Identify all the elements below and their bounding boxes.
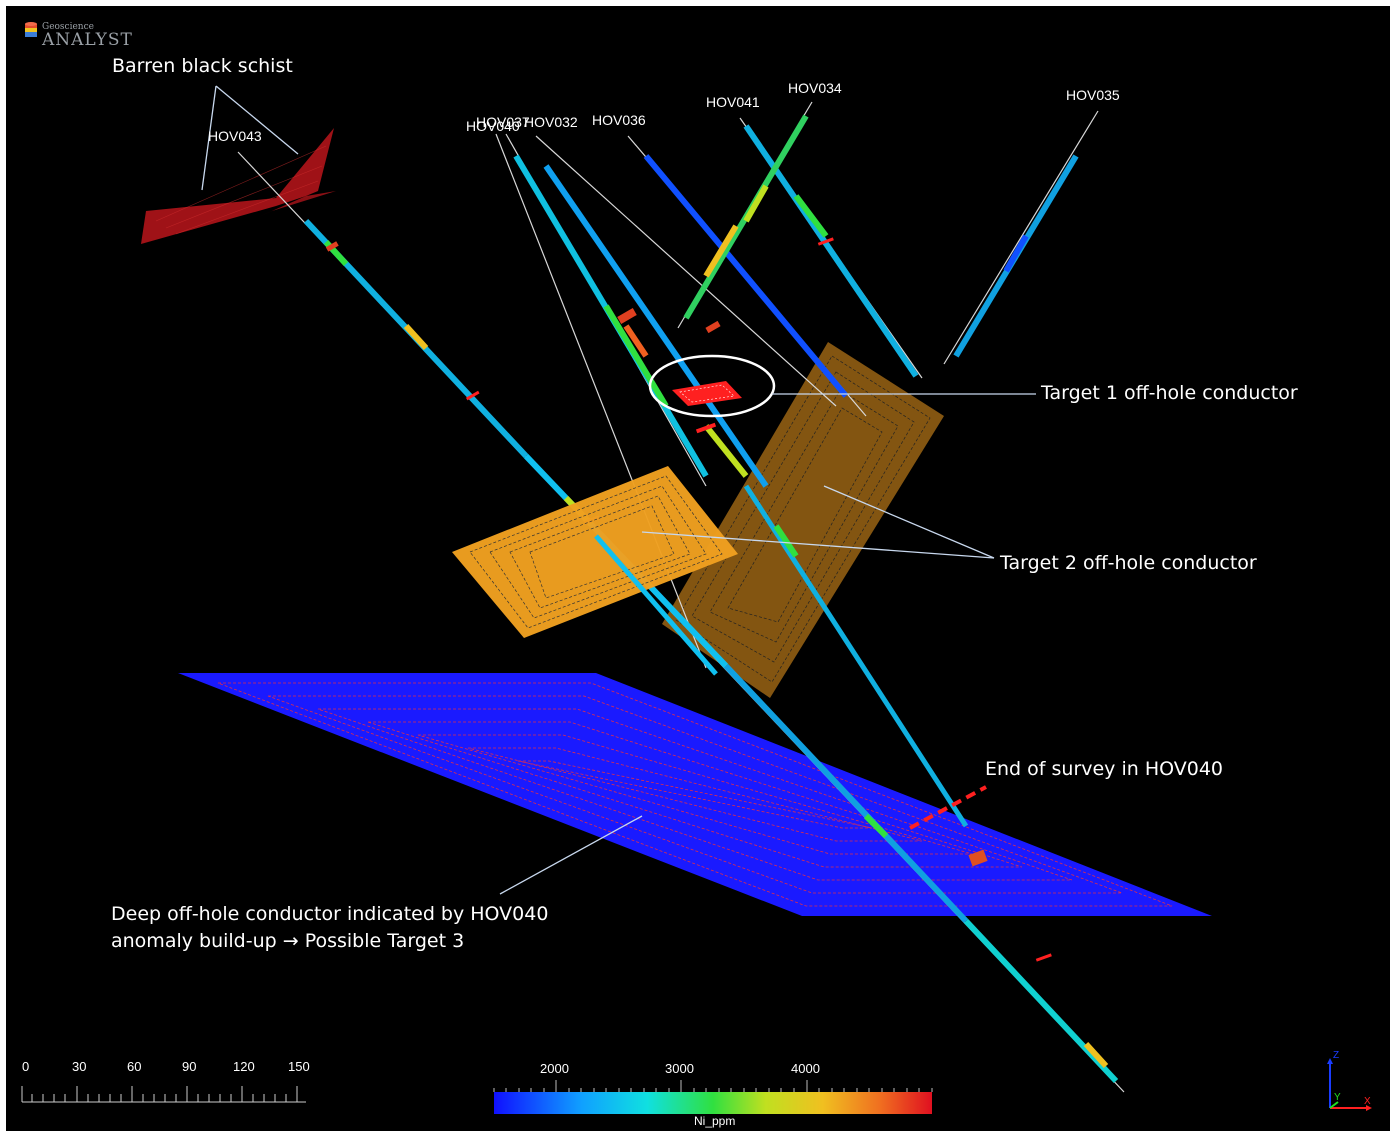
3d-viewport[interactable]: Geoscience ANALYST xyxy=(6,6,1390,1131)
scale-tick-label: 60 xyxy=(127,1059,142,1074)
annotation-end-of-survey: End of survey in HOV040 xyxy=(985,758,1224,780)
annotation-leaders xyxy=(201,85,1036,895)
target1-highlight-ellipse xyxy=(648,354,776,418)
scale-tick-label: 30 xyxy=(72,1059,87,1074)
hole-label-hov032: HOV032 xyxy=(524,114,578,130)
axes-triad-icon xyxy=(1327,1058,1372,1111)
colorbar-variable-label: Ni_ppm xyxy=(694,1114,736,1128)
scale-bar-ruler xyxy=(21,1086,306,1103)
cylinder-logo-icon xyxy=(25,22,37,37)
colorbar-tick-label: 2000 xyxy=(540,1061,569,1076)
axis-y-label: Y xyxy=(1334,1092,1341,1103)
annotation-target1: Target 1 off-hole conductor xyxy=(1041,382,1298,404)
colorbar-tick-label: 3000 xyxy=(665,1061,694,1076)
annotation-barren-black-schist: Barren black schist xyxy=(112,55,293,77)
target2-plate-flat[interactable] xyxy=(452,466,738,638)
scale-tick-label: 150 xyxy=(288,1059,310,1074)
annotation-deep-conductor-line1: Deep off-hole conductor indicated by HOV… xyxy=(111,903,549,925)
hole-label-hov040: HOV040 xyxy=(466,118,520,134)
scene-canvas[interactable] xyxy=(6,6,1390,1131)
drillhole-ni-segments xyxy=(303,114,1119,1084)
app-logo-title: ANALYST xyxy=(42,30,133,50)
hole-label-hov034: HOV034 xyxy=(788,80,842,96)
axis-z-label: Z xyxy=(1333,1050,1340,1061)
scale-tick-label: 0 xyxy=(22,1059,30,1074)
hole-label-hov041: HOV041 xyxy=(706,94,760,110)
target1-plate[interactable] xyxy=(672,381,742,406)
axis-x-label: X xyxy=(1364,1096,1371,1107)
deep-conductor-plate[interactable] xyxy=(178,673,1212,916)
colorbar-gradient xyxy=(493,1080,933,1114)
target2-plate-vertical[interactable] xyxy=(662,342,944,698)
scale-tick-label: 120 xyxy=(233,1059,255,1074)
annotation-target2: Target 2 off-hole conductor xyxy=(1000,552,1257,574)
scale-tick-label: 90 xyxy=(182,1059,197,1074)
hole-label-hov043: HOV043 xyxy=(208,128,262,144)
hole-label-hov036: HOV036 xyxy=(592,112,646,128)
app-logo xyxy=(24,22,38,44)
hole-label-hov037: HOV037 xyxy=(476,114,530,130)
colorbar-tick-label: 4000 xyxy=(791,1061,820,1076)
annotation-deep-conductor-line2: anomaly build-up → Possible Target 3 xyxy=(111,930,465,952)
hole-label-hov035: HOV035 xyxy=(1066,87,1120,103)
end-of-survey-marker xyxy=(909,785,987,830)
app-logo-subtitle: Geoscience xyxy=(42,22,94,32)
barren-schist-plate[interactable] xyxy=(141,128,336,244)
